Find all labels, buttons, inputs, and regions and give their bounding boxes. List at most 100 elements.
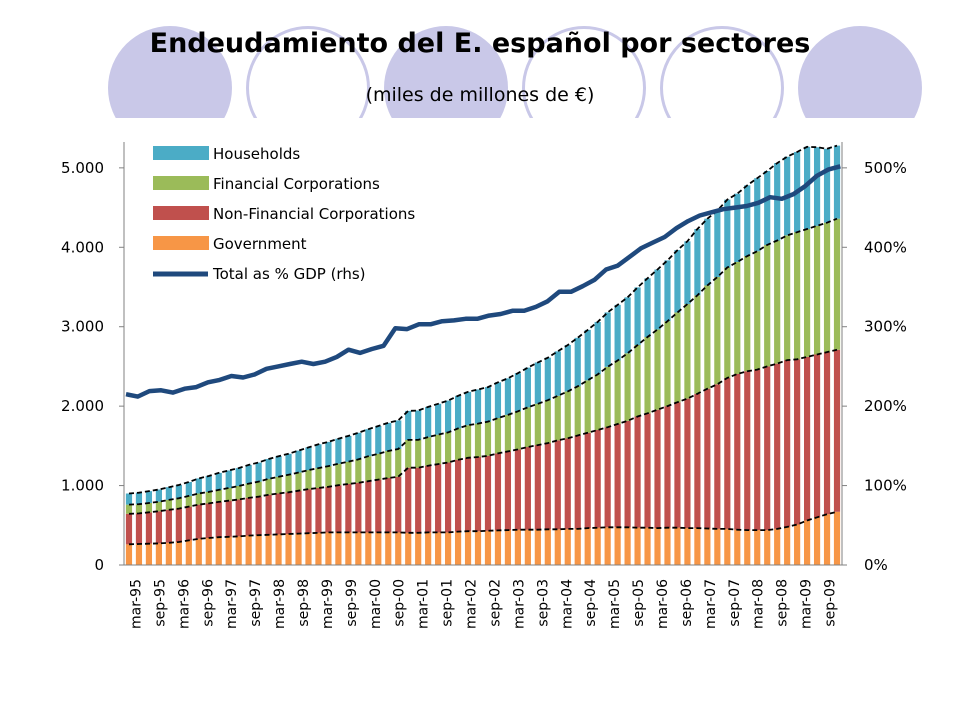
bar-households-7 bbox=[195, 478, 202, 494]
x-tick-label: mar-07 bbox=[703, 579, 719, 629]
bar-financial-corporations-19 bbox=[315, 468, 322, 488]
bar-financial-corporations-14 bbox=[265, 478, 272, 495]
bar-financial-corporations-68 bbox=[804, 229, 811, 357]
stacked-debt-chart: 0 1.000 2.000 3.000 4.000 5.000 0% 100% 200% 300%… bbox=[61, 132, 907, 629]
bar-non-financial-corporations-17 bbox=[295, 490, 302, 534]
bar-government-13 bbox=[255, 535, 262, 565]
bar-households-26 bbox=[385, 422, 392, 452]
bar-financial-corporations-70 bbox=[823, 222, 831, 353]
bar-non-financial-corporations-34 bbox=[464, 457, 472, 532]
decorative-circle bbox=[384, 26, 508, 118]
y-tick-label: 5.000 bbox=[61, 159, 104, 177]
bar-households-1 bbox=[135, 492, 143, 505]
bar-government-32 bbox=[445, 532, 452, 565]
bar-non-financial-corporations-49 bbox=[614, 424, 621, 528]
bar-non-financial-corporations-28 bbox=[405, 467, 412, 533]
bar-non-financial-corporations-19 bbox=[315, 487, 322, 533]
bar-households-71 bbox=[833, 145, 841, 219]
bar-financial-corporations-22 bbox=[345, 461, 352, 484]
bar-government-48 bbox=[604, 527, 611, 565]
bar-households-51 bbox=[634, 287, 641, 345]
bar-government-36 bbox=[484, 530, 492, 565]
bar-government-11 bbox=[235, 536, 242, 565]
bar-non-financial-corporations-66 bbox=[784, 360, 791, 527]
bar-non-financial-corporations-23 bbox=[355, 482, 362, 533]
bar-households-70 bbox=[823, 148, 831, 223]
bar-financial-corporations-47 bbox=[594, 374, 601, 430]
bar-non-financial-corporations-32 bbox=[445, 462, 452, 533]
bar-financial-corporations-7 bbox=[195, 493, 202, 505]
bar-non-financial-corporations-70 bbox=[823, 352, 831, 515]
bar-government-47 bbox=[594, 527, 601, 565]
bar-households-64 bbox=[764, 171, 771, 245]
bar-government-29 bbox=[415, 532, 422, 565]
bar-government-5 bbox=[175, 541, 182, 565]
bar-government-21 bbox=[335, 532, 342, 565]
x-tick-label: mar-08 bbox=[751, 579, 767, 629]
bar-financial-corporations-15 bbox=[275, 476, 282, 494]
legend: Households Financial Corporations Non-Fina… bbox=[126, 132, 471, 304]
bar-financial-corporations-61 bbox=[734, 261, 741, 374]
y2-tick-label: 500% bbox=[864, 159, 907, 177]
bar-government-2 bbox=[145, 543, 153, 565]
bar-financial-corporations-0 bbox=[125, 504, 133, 514]
y-tick-label: 3.000 bbox=[61, 318, 104, 336]
bar-government-34 bbox=[464, 531, 472, 565]
y2-tick-label: 400% bbox=[864, 238, 907, 256]
bar-financial-corporations-42 bbox=[544, 400, 551, 444]
bar-financial-corporations-63 bbox=[754, 251, 761, 370]
bar-government-9 bbox=[215, 537, 222, 565]
legend-swatch bbox=[153, 146, 209, 160]
bar-non-financial-corporations-7 bbox=[195, 504, 202, 539]
legend-label: Financial Corporations bbox=[213, 175, 380, 193]
bar-government-49 bbox=[614, 527, 621, 565]
bar-financial-corporations-33 bbox=[454, 428, 462, 460]
bar-households-35 bbox=[474, 389, 482, 424]
bar-financial-corporations-4 bbox=[165, 499, 172, 510]
bar-financial-corporations-40 bbox=[524, 407, 531, 448]
bar-government-66 bbox=[784, 526, 791, 565]
bar-government-18 bbox=[305, 533, 312, 565]
x-tick-label: sep-07 bbox=[727, 579, 743, 627]
bar-households-44 bbox=[564, 344, 571, 392]
bar-financial-corporations-52 bbox=[644, 337, 651, 414]
bar-non-financial-corporations-36 bbox=[484, 455, 492, 531]
y2-tick-label: 200% bbox=[864, 397, 907, 415]
bar-households-54 bbox=[664, 260, 671, 322]
bar-financial-corporations-32 bbox=[445, 432, 452, 463]
bar-government-43 bbox=[554, 529, 561, 565]
x-tick-label: mar-04 bbox=[559, 579, 575, 629]
bar-financial-corporations-38 bbox=[504, 414, 512, 452]
bar-households-52 bbox=[644, 278, 651, 338]
x-tick-label: mar-98 bbox=[272, 579, 288, 629]
x-tick-label: sep-95 bbox=[152, 579, 168, 627]
bar-financial-corporations-56 bbox=[684, 304, 691, 399]
bar-households-3 bbox=[155, 489, 162, 502]
bar-government-41 bbox=[534, 529, 541, 565]
bar-households-10 bbox=[225, 470, 232, 488]
bar-financial-corporations-50 bbox=[624, 353, 631, 421]
bar-government-25 bbox=[375, 532, 382, 565]
bar-government-46 bbox=[584, 528, 591, 565]
bar-households-14 bbox=[265, 458, 272, 479]
bar-financial-corporations-5 bbox=[175, 498, 182, 509]
bar-non-financial-corporations-69 bbox=[813, 354, 821, 518]
bar-financial-corporations-9 bbox=[215, 489, 222, 502]
bar-households-43 bbox=[554, 351, 561, 396]
x-tick-label: mar-05 bbox=[607, 579, 623, 629]
bar-government-64 bbox=[764, 530, 771, 565]
bar-non-financial-corporations-58 bbox=[704, 388, 711, 529]
bar-government-55 bbox=[674, 527, 681, 565]
bar-non-financial-corporations-21 bbox=[335, 485, 342, 533]
bar-non-financial-corporations-59 bbox=[714, 384, 721, 529]
bar-financial-corporations-67 bbox=[794, 232, 801, 360]
bar-financial-corporations-3 bbox=[155, 501, 162, 512]
bar-non-financial-corporations-60 bbox=[724, 377, 731, 529]
bar-households-55 bbox=[674, 250, 681, 313]
bar-non-financial-corporations-56 bbox=[684, 398, 691, 529]
bar-non-financial-corporations-16 bbox=[285, 492, 292, 535]
gdp-line-layer bbox=[125, 164, 841, 399]
bar-government-35 bbox=[474, 531, 482, 565]
bar-households-20 bbox=[325, 441, 332, 467]
bar-government-61 bbox=[734, 529, 741, 565]
